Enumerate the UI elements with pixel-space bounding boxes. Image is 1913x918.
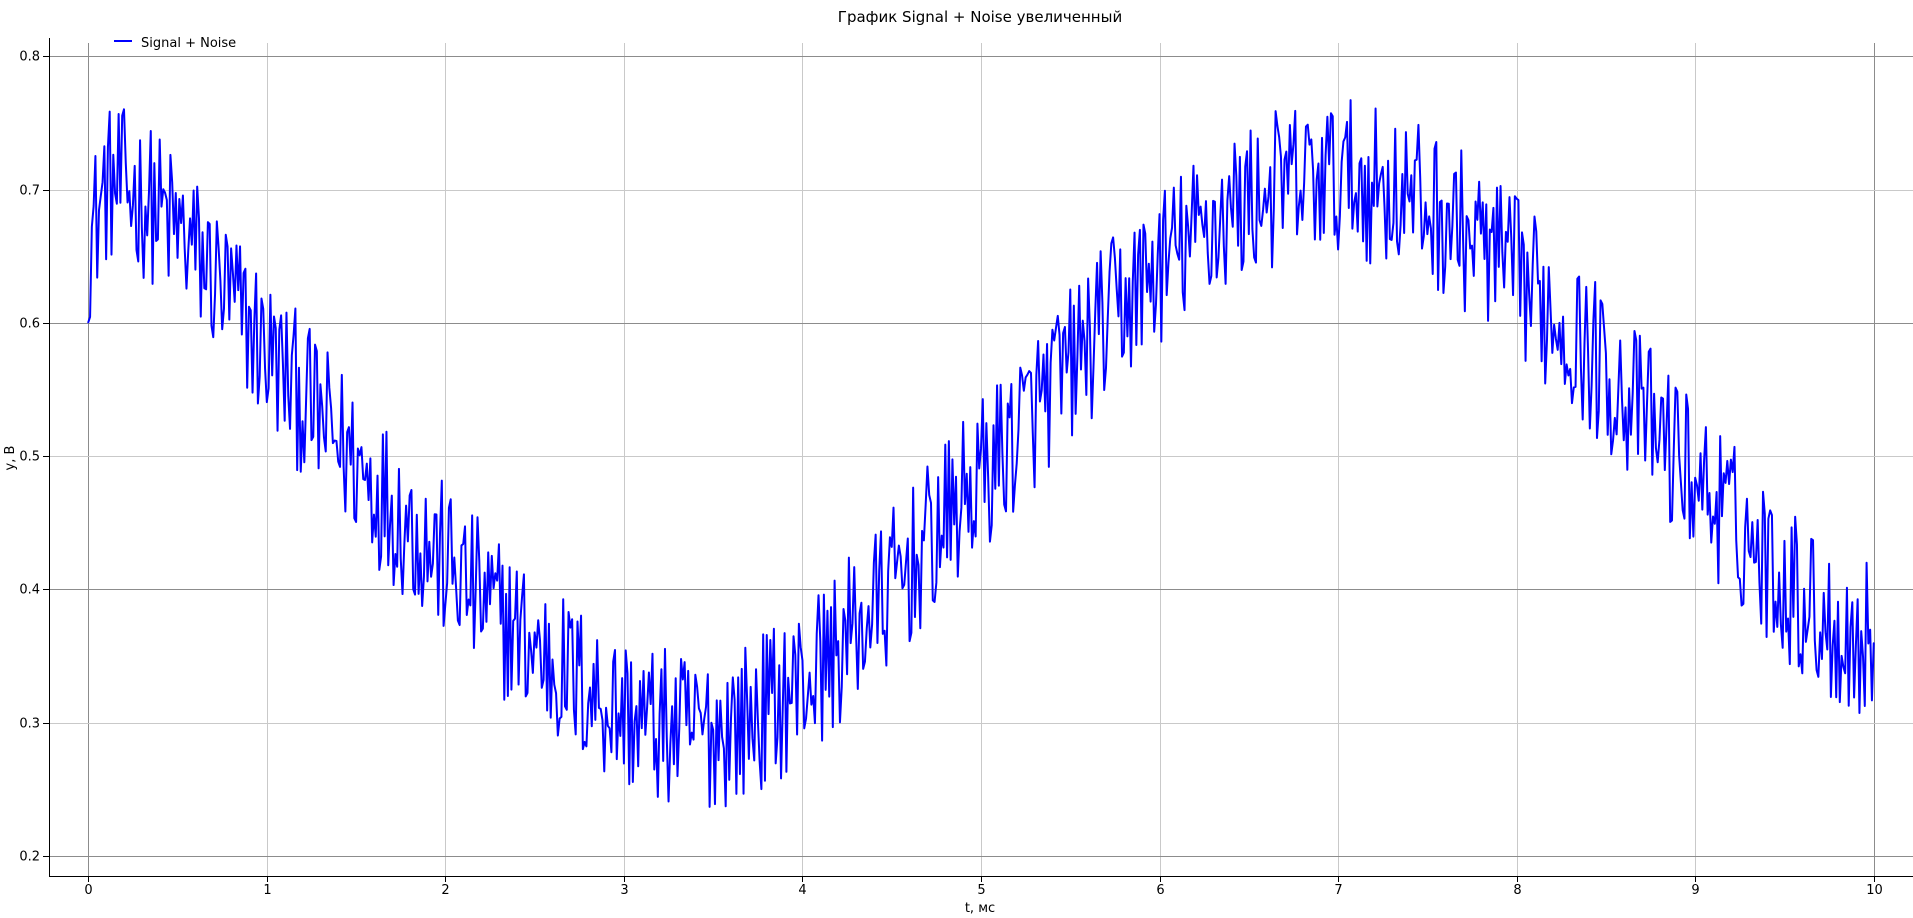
y-tick-label: 0.6 (19, 317, 40, 332)
x-tick-label: 0 (84, 883, 92, 898)
y-tick-label: 0.7 (19, 184, 40, 199)
y-axis-ticks: 0.2 0.3 0.4 0.5 0.6 0.7 0.8 (19, 50, 49, 865)
x-axis-ticks: 0 1 2 3 4 5 6 7 8 9 10 (84, 876, 1883, 898)
x-tick-label: 10 (1866, 883, 1883, 898)
x-tick-label: 5 (977, 883, 985, 898)
x-tick-label: 1 (263, 883, 271, 898)
x-tick-label: 7 (1334, 883, 1342, 898)
x-tick-label: 4 (798, 883, 806, 898)
legend: Signal + Noise (114, 36, 236, 51)
series-line-signal-noise (87, 99, 1875, 808)
y-tick-label: 0.2 (19, 850, 40, 865)
x-tick-label: 9 (1691, 883, 1699, 898)
y-tick-label: 0.8 (19, 50, 40, 65)
grid-lines (49, 43, 1913, 876)
x-axis-title: t, мс (965, 901, 995, 916)
chart-title: График Signal + Noise увеличенный (838, 8, 1122, 26)
x-tick-label: 3 (620, 883, 628, 898)
y-tick-label: 0.3 (19, 717, 40, 732)
y-axis-title: y, В (3, 446, 18, 471)
y-tick-label: 0.5 (19, 450, 40, 465)
y-tick-label: 0.4 (19, 583, 40, 598)
x-tick-label: 2 (441, 883, 449, 898)
legend-label: Signal + Noise (141, 36, 236, 51)
x-tick-label: 6 (1156, 883, 1164, 898)
x-tick-label: 8 (1513, 883, 1521, 898)
